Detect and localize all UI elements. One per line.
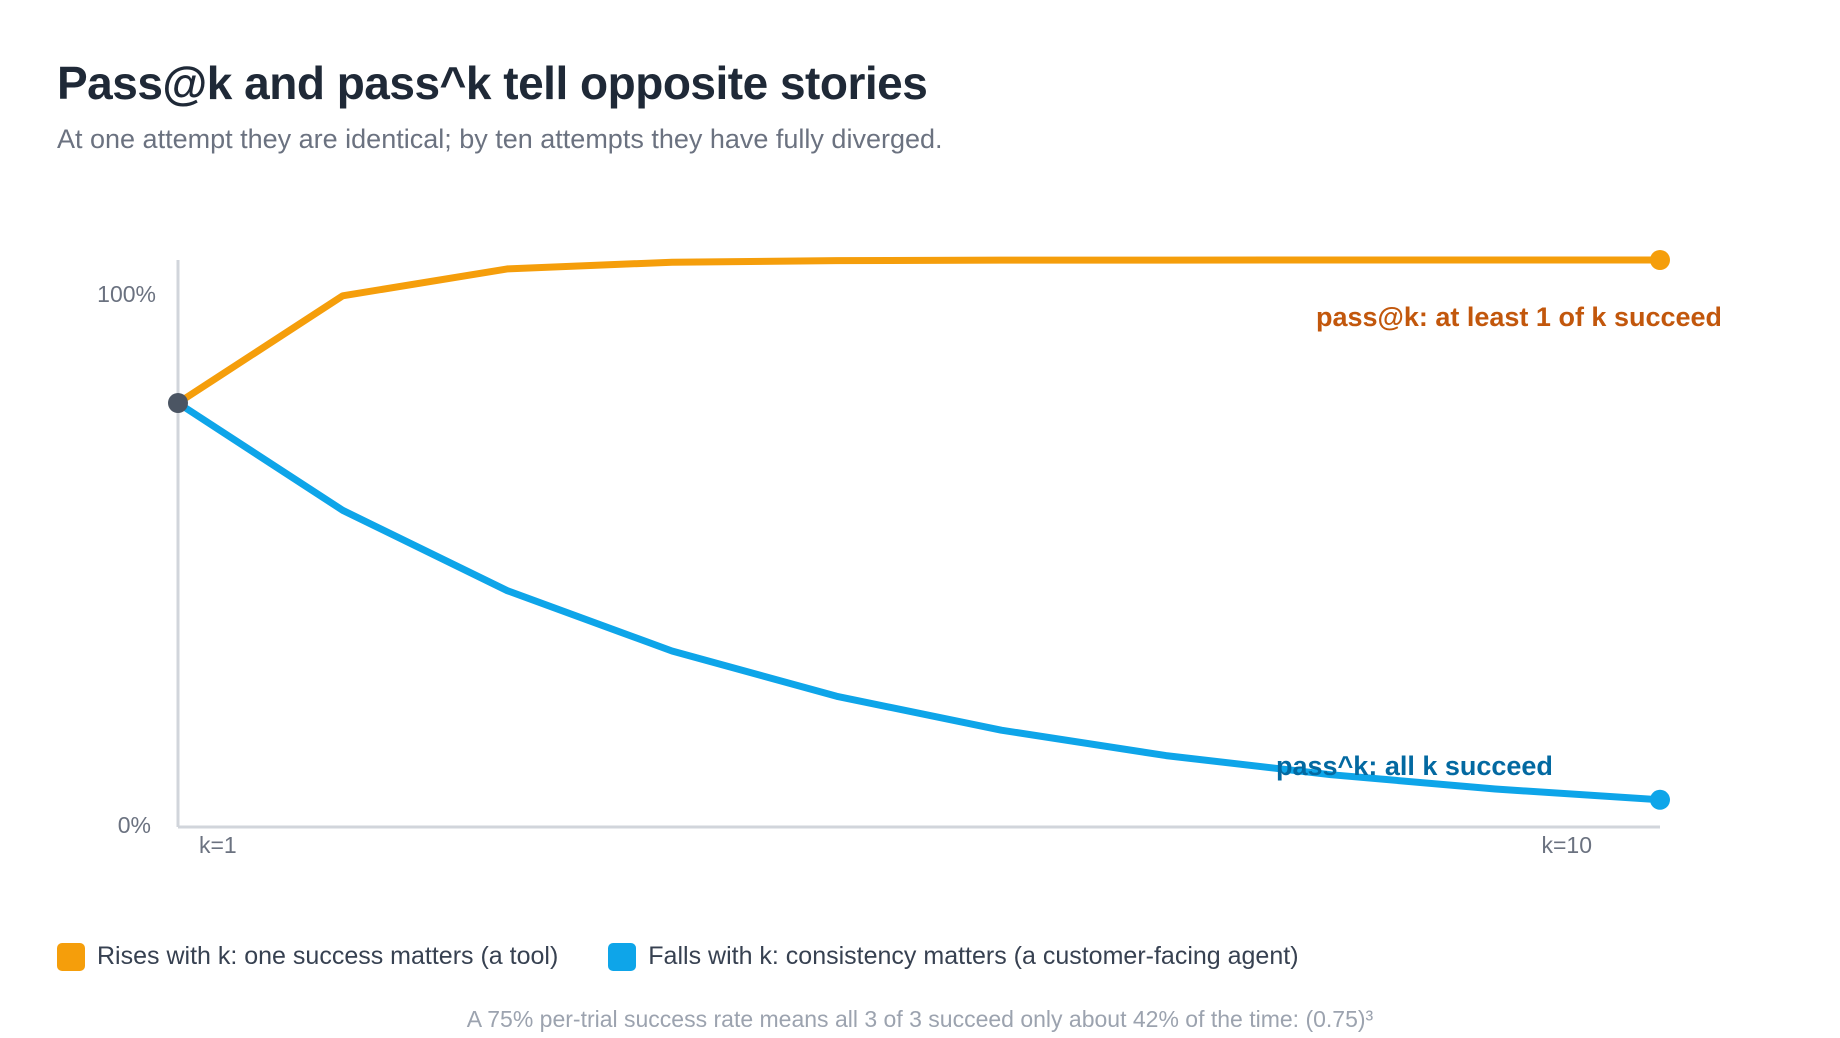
series-line-pass-hat-k (174, 399, 1664, 804)
chart-subtitle: At one attempt they are identical; by te… (57, 124, 943, 154)
y-tick-label-0: 0% (118, 812, 151, 838)
legend-item-falls: Falls with k: consistency matters (a cus… (608, 942, 1299, 971)
legend-label-rises: Rises with k: one success matters (a too… (97, 942, 559, 970)
x-tick-label-start: k=1 (199, 832, 237, 858)
y-tick-label-100: 100% (97, 281, 156, 307)
series-label-layer: pass@k: at least 1 of k succeed pass^k: a… (1276, 302, 1722, 781)
legend-swatch-rises (57, 942, 85, 971)
legend-swatch-falls (608, 942, 637, 971)
shared-start-point (168, 393, 188, 413)
series-label-pass-hat-k: pass^k: all k succeed (1276, 751, 1553, 781)
series-end-point-pass-hat-k (1650, 789, 1670, 810)
legend: Rises with k: one success matters (a too… (57, 942, 1349, 971)
series-end-point-pass-at-k (1650, 250, 1670, 270)
legend-label-falls: Falls with k: consistency matters (a cus… (648, 942, 1299, 970)
x-tick-label-end: k=10 (1541, 832, 1592, 858)
legend-item-rises: Rises with k: one success matters (a too… (57, 942, 558, 971)
line-chart: 100% 0% k=1 k=10 pass@k: at least 1 of k… (97, 250, 1722, 858)
series-layer (168, 250, 1670, 810)
footnote: A 75% per-trial success rate means all 3… (466, 1006, 1374, 1032)
chart-title: Pass@k and pass^k tell opposite stories (57, 57, 928, 109)
series-line-pass-at-k (174, 256, 1664, 407)
series-label-pass-at-k: pass@k: at least 1 of k succeed (1316, 302, 1722, 332)
